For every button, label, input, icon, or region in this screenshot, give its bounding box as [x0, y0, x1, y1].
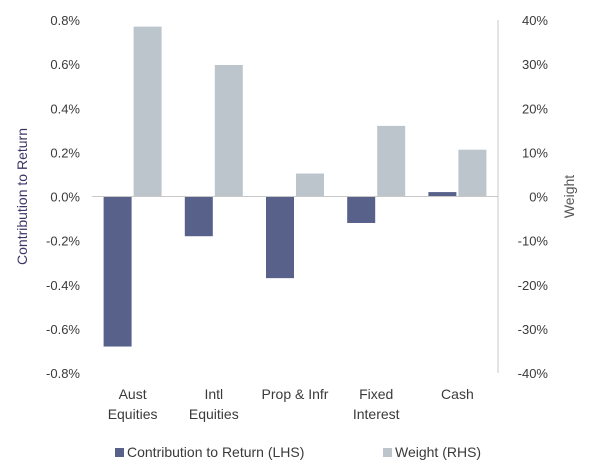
right-tick-label: 30%	[522, 57, 548, 72]
category-label: Equities	[108, 406, 158, 422]
weight-bar	[458, 149, 487, 197]
bars	[103, 26, 487, 347]
category-label: Prop & Infr	[262, 386, 329, 402]
weight-bar	[296, 173, 324, 197]
left-tick-label: 0.4%	[50, 101, 80, 116]
right-tick-label: 0%	[529, 190, 548, 205]
left-tick-label: 0.0%	[50, 190, 80, 205]
left-tick-label: 0.6%	[50, 57, 80, 72]
right-tick-label: -10%	[518, 234, 549, 249]
weight-bar	[377, 125, 406, 197]
right-tick-label: 10%	[522, 145, 548, 160]
contribution-bar	[428, 192, 457, 197]
category-label: Cash	[441, 386, 474, 402]
category-label: Intl	[204, 386, 223, 402]
legend-label: Weight (RHS)	[395, 444, 481, 460]
category-label: Equities	[189, 406, 239, 422]
legend: Contribution to Return (LHS) Weight (RHS)	[115, 444, 481, 460]
right-axis-title: Weight	[561, 175, 577, 218]
category-label: Aust	[119, 386, 147, 402]
legend-swatch	[383, 448, 392, 457]
category-labels: Aust Equities Intl Equities Prop & Infr Fixed…	[108, 386, 474, 422]
left-tick-label: -0.8%	[46, 366, 80, 381]
legend-label: Contribution to Return (LHS)	[127, 444, 304, 460]
category-label: Interest	[353, 406, 400, 422]
left-tick-label: -0.2%	[46, 234, 80, 249]
left-tick-label: -0.6%	[46, 322, 80, 337]
contribution-bar	[184, 196, 213, 237]
left-tick-label: 0.8%	[50, 13, 80, 28]
left-axis-ticks: 0.8% 0.6% 0.4% 0.2% 0.0% -0.2% -0.4% -0.6% -0.8%	[46, 13, 80, 381]
right-tick-label: 40%	[522, 13, 548, 28]
contribution-bar	[266, 196, 294, 279]
category-label: Fixed	[359, 386, 393, 402]
right-tick-label: 20%	[522, 101, 548, 116]
right-tick-label: -20%	[518, 278, 549, 293]
weight-bar	[133, 26, 162, 197]
right-tick-label: -40%	[518, 366, 549, 381]
contribution-bar	[103, 196, 132, 347]
left-axis-title: Contribution to Return	[14, 128, 30, 265]
right-tick-label: -30%	[518, 322, 549, 337]
weight-bar	[214, 65, 243, 197]
contribution-bar	[347, 196, 376, 223]
right-axis-ticks: 40% 30% 20% 10% 0% -10% -20% -30% -40%	[518, 13, 549, 381]
legend-swatch	[115, 448, 124, 457]
left-tick-label: 0.2%	[50, 145, 80, 160]
left-tick-label: -0.4%	[46, 278, 80, 293]
